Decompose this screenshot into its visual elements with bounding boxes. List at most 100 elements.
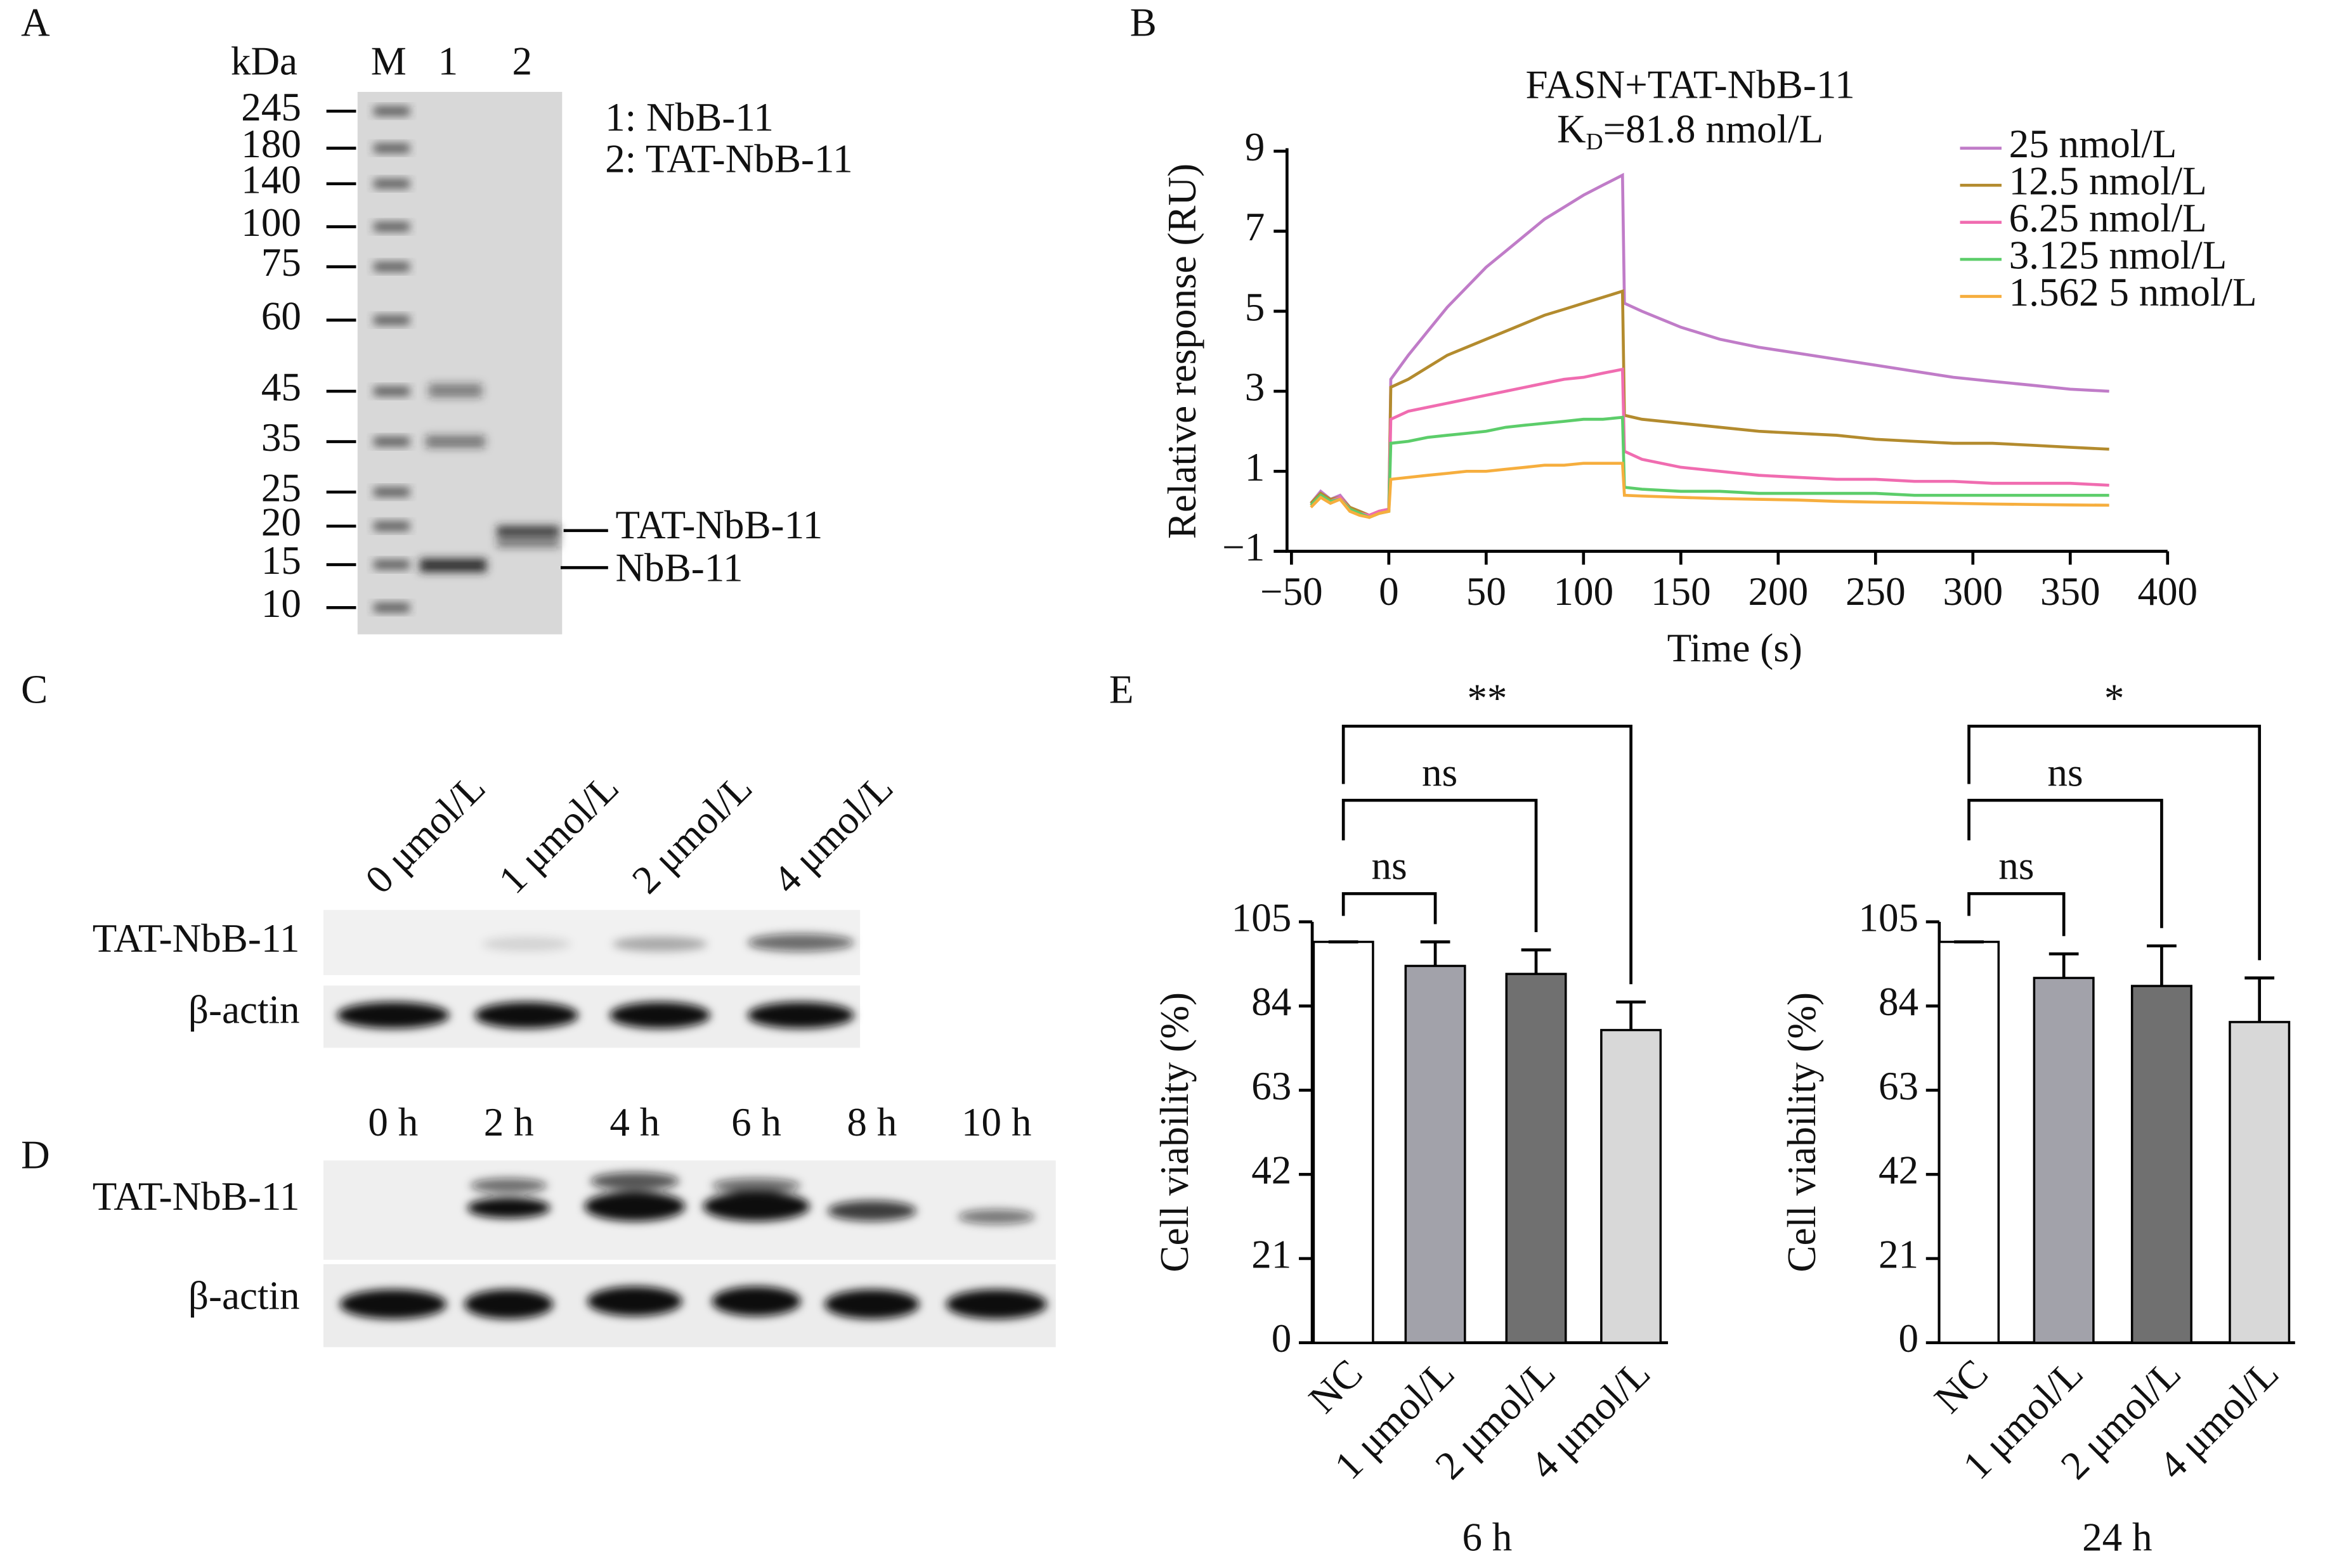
band-label: NbB-11 <box>615 546 743 590</box>
y-tick-label: 42 <box>1879 1148 1918 1193</box>
y-axis-label: Relative response (RU) <box>1160 164 1204 539</box>
error-bar <box>1420 940 1450 966</box>
y-tick-label: −1 <box>1222 525 1265 569</box>
lane-label: 1 <box>438 39 459 83</box>
gel-legend: 2: TAT-NbB-11 <box>605 137 853 181</box>
blot-bands <box>337 933 854 1029</box>
x-tick-label: 400 <box>2137 569 2198 614</box>
bar <box>1938 940 2000 1344</box>
ladder-band <box>374 437 410 446</box>
series-line <box>1310 415 2109 519</box>
y-tick-label: 7 <box>1245 205 1265 249</box>
x-tick-label: 0 <box>1379 569 1399 614</box>
row-label: β-actin <box>188 987 300 1032</box>
y-axis-label: Cell viability (%) <box>1780 992 1824 1273</box>
error-bar <box>2244 976 2275 1022</box>
row-label: TAT-NbB-11 <box>93 916 300 961</box>
ladder-band <box>374 315 410 325</box>
marker-label: 35 <box>261 415 301 460</box>
error-bar <box>2048 952 2079 978</box>
lane-label: 0 μmol/L <box>356 765 493 902</box>
marker-label: 180 <box>241 122 301 166</box>
lane-label: 2 <box>512 39 532 83</box>
ladder-band <box>374 521 410 531</box>
chart-subtitle: KD=81.8 nmol/L <box>1557 107 1823 155</box>
significance-bracket <box>1341 725 1632 985</box>
y-tick-label: 105 <box>1858 895 1918 940</box>
y-tick-label: 84 <box>1251 980 1291 1024</box>
lane-label: 8 h <box>847 1100 897 1144</box>
blot <box>323 1160 1056 1260</box>
y-tick-label: 42 <box>1251 1148 1291 1193</box>
ladder-band <box>374 222 410 231</box>
bar <box>1312 940 1374 1344</box>
y-tick-label: 0 <box>1899 1316 1919 1361</box>
y-tick-label: 9 <box>1245 125 1265 169</box>
marker-label: 245 <box>241 85 301 129</box>
x-axis-label: 24 h <box>2082 1515 2152 1559</box>
marker-label: 25 <box>261 466 301 510</box>
marker-label: 10 <box>261 581 301 626</box>
legend-label: 3.125 nmol/L <box>2009 233 2227 278</box>
lane-label: 10 h <box>961 1100 1031 1144</box>
marker-label: 60 <box>261 294 301 338</box>
blot-bands <box>339 1172 1047 1319</box>
series-line <box>1310 367 2109 517</box>
significance-label: ns <box>1372 844 1407 888</box>
significance-bracket <box>1967 892 2066 936</box>
ladder-band <box>374 179 410 188</box>
gel-unit: kDa <box>231 39 297 83</box>
legend-label: 1.562 5 nmol/L <box>2009 270 2257 314</box>
y-tick-label: 63 <box>1879 1064 1918 1108</box>
ladder-band <box>374 107 410 116</box>
y-tick-label: 1 <box>1245 445 1265 489</box>
row-label: β-actin <box>188 1273 300 1318</box>
y-tick-label: 84 <box>1879 980 1918 1024</box>
gel <box>357 91 563 635</box>
band-label: TAT-NbB-11 <box>615 503 823 547</box>
bar <box>1505 973 1567 1344</box>
legend-label: 6.25 nmol/L <box>2009 196 2207 240</box>
y-tick-label: 3 <box>1245 365 1265 410</box>
x-tick-label: 300 <box>1943 569 2003 614</box>
lane-label: 6 h <box>731 1100 781 1144</box>
significance-bracket <box>1967 798 2163 928</box>
panel-label: A <box>21 1 50 45</box>
x-tick-label: 150 <box>1651 569 1711 614</box>
gel-bands <box>419 384 559 573</box>
bar <box>1404 964 1466 1344</box>
x-tick-label: NC <box>1300 1351 1371 1421</box>
panel-label: B <box>1130 1 1157 45</box>
ladder-band <box>374 143 410 153</box>
x-axis-label: Time (s) <box>1667 626 1802 670</box>
bar <box>2130 985 2192 1344</box>
y-tick-label: 21 <box>1879 1232 1918 1276</box>
significance-label: ns <box>1998 844 2034 888</box>
significance-bracket <box>1341 892 1437 924</box>
y-tick-label: 63 <box>1251 1064 1291 1108</box>
ladder-band <box>374 262 410 271</box>
chart-title: FASN+TAT-NbB-11 <box>1526 63 1855 107</box>
y-tick-label: 0 <box>1272 1316 1292 1361</box>
marker-label: 45 <box>261 365 301 410</box>
y-axis-label: Cell viability (%) <box>1152 992 1197 1273</box>
bar <box>2229 1021 2291 1344</box>
marker-label: 75 <box>261 240 301 285</box>
lane-label: 0 h <box>368 1100 418 1144</box>
panel-label: C <box>21 667 48 711</box>
legend-label: 25 nmol/L <box>2009 122 2177 166</box>
y-tick-label: 21 <box>1251 1232 1291 1276</box>
significance-label: ns <box>2047 750 2083 794</box>
ladder-band <box>374 387 410 396</box>
significance-label: ns <box>1422 750 1457 794</box>
lane-label: 4 μmol/L <box>764 765 901 902</box>
panel-label: D <box>21 1132 50 1177</box>
x-tick-label: 350 <box>2040 569 2100 614</box>
lane-label: 1 μmol/L <box>490 765 627 902</box>
y-tick-label: 105 <box>1232 895 1292 940</box>
x-tick-label: 200 <box>1748 569 1808 614</box>
error-bar <box>1521 948 1551 975</box>
